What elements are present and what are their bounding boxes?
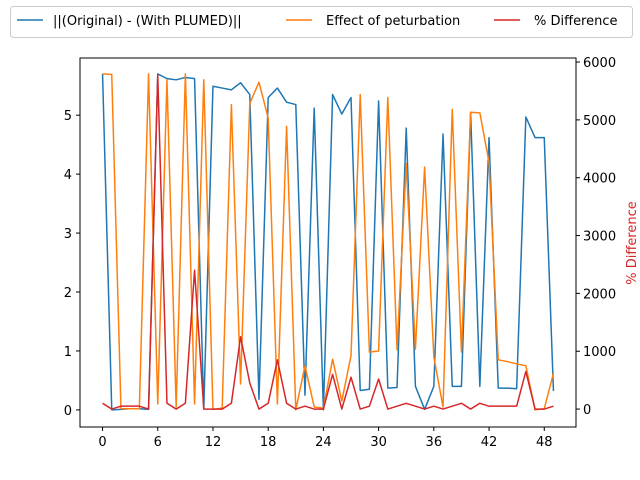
y-right-tick-label: 1000 <box>583 345 616 360</box>
legend-label-1: Effect of peturbation <box>326 14 460 29</box>
y-left-tick-label: 1 <box>64 345 72 360</box>
y-right-tick-label: 3000 <box>583 230 616 245</box>
y-axis-right: 0 1000 2000 3000 4000 5000 6000 <box>576 56 616 418</box>
legend-label-2: % Difference <box>534 14 618 29</box>
x-tick-label: 18 <box>260 435 277 450</box>
x-tick-label: 42 <box>481 435 498 450</box>
y-left-tick-label: 3 <box>64 227 72 242</box>
x-tick-label: 6 <box>154 435 162 450</box>
legend-label-0: ||(Original) - (With PLUMED)|| <box>53 14 242 29</box>
x-tick-label: 12 <box>205 435 222 450</box>
y-left-tick-label: 0 <box>64 404 72 419</box>
x-tick-label: 36 <box>426 435 443 450</box>
x-tick-label: 30 <box>370 435 387 450</box>
x-tick-label: 0 <box>98 435 106 450</box>
y-left-tick-label: 5 <box>64 109 72 124</box>
x-tick-label: 48 <box>536 435 553 450</box>
y-right-tick-label: 4000 <box>583 172 616 187</box>
x-tick-label: 24 <box>315 435 332 450</box>
series-line-1 <box>102 73 555 411</box>
plot-frame <box>79 57 577 428</box>
y-right-tick-label: 6000 <box>583 56 616 71</box>
legend-box <box>10 6 633 38</box>
y-axis-left: 0 1 2 3 4 5 <box>64 109 80 419</box>
y-left-tick-label: 4 <box>64 168 72 183</box>
y-right-tick-label: 5000 <box>583 114 616 129</box>
series-line-0 <box>101 73 555 411</box>
y-right-tick-label: 0 <box>583 403 591 418</box>
legend: ||(Original) - (With PLUMED)|| Effect of … <box>10 6 633 38</box>
x-axis: 0 6 12 18 24 30 36 42 48 <box>98 427 553 450</box>
series-line-2 <box>102 74 554 410</box>
y-axis-right-title: % Difference <box>625 201 640 285</box>
y-left-tick-label: 2 <box>64 286 72 301</box>
y-right-tick-label: 2000 <box>583 287 616 302</box>
plot-lines <box>101 73 555 411</box>
